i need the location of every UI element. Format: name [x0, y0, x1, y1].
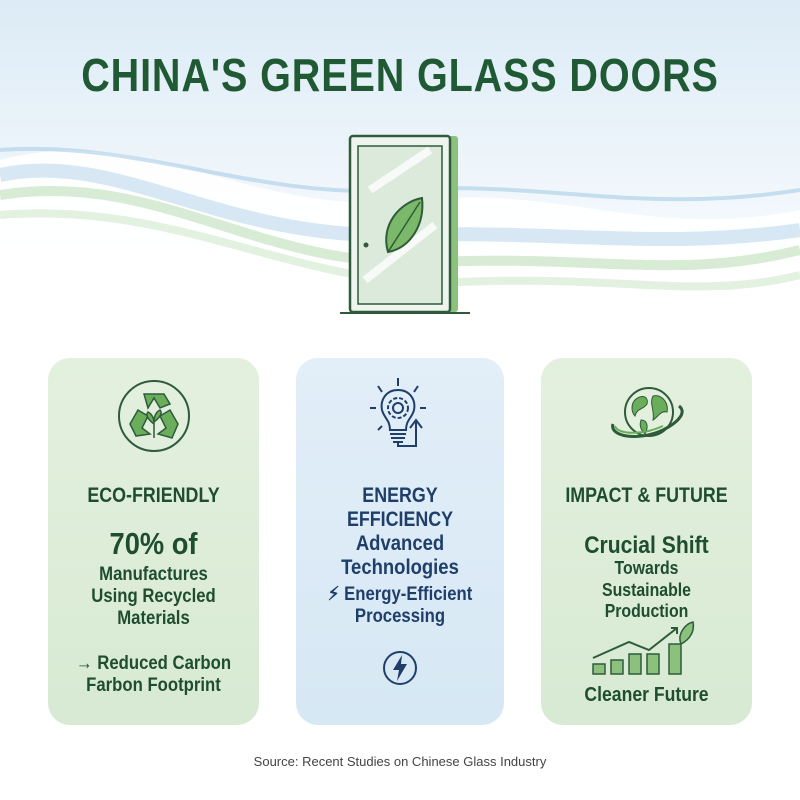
card-heading: ECO-FRIENDLY — [87, 484, 220, 507]
card-heading: IMPACT & FUTURE — [565, 484, 728, 507]
line: Processing — [354, 605, 446, 627]
line: Sustainable — [602, 579, 691, 600]
description: Advanced Technologies — [308, 532, 491, 580]
line: Manufactures — [99, 564, 208, 585]
bullet-text: ⚡︎ Energy-Efficient Processing — [308, 584, 491, 628]
source-note: Source: Recent Studies on Chinese Glass … — [253, 754, 547, 769]
description: Manufactures Using Recycled Materials — [61, 564, 247, 630]
globe-orbit-icon — [610, 387, 684, 438]
glass-door-with-leaf-icon — [340, 134, 470, 314]
line: Technologies — [341, 556, 459, 580]
stat-text: Crucial Shift — [584, 532, 709, 559]
line: Energy-Efficient — [344, 584, 473, 605]
line: Towards — [614, 558, 679, 578]
lightning-circle-icon — [383, 651, 417, 685]
description: Towards Sustainable Production — [554, 558, 740, 623]
eco-friendly-card: ECO-FRIENDLY 70% of Manufactures Using R… — [48, 358, 259, 725]
line: Using Recycled — [91, 585, 216, 607]
growth-chart-leaf-icon — [592, 621, 695, 675]
stat-text: 70% of — [109, 526, 198, 561]
line: Advanced — [355, 532, 445, 555]
lightbulb-gear-icon — [370, 378, 426, 447]
card-heading: ENERGY EFFICIENCY — [346, 484, 454, 531]
recycle-plant-icon — [117, 380, 190, 452]
impact-future-card: IMPACT & FUTURE Crucial Shift Towards Su… — [541, 358, 752, 725]
page-title: CHINA'S GREEN GLASS DOORS — [81, 49, 719, 101]
footer-text: Cleaner Future — [584, 684, 709, 706]
line: Materials — [117, 607, 190, 629]
energy-efficiency-card: ENERGY EFFICIENCY Advanced Technologies … — [296, 358, 504, 725]
bullet-text: → Reduced Carbon Farbon Footprint — [61, 653, 247, 697]
lightning-icon: ⚡︎ — [327, 584, 345, 605]
line: → Reduced Carbon — [75, 653, 232, 674]
line: Production — [604, 601, 689, 622]
line: Farbon Footprint — [86, 674, 221, 696]
